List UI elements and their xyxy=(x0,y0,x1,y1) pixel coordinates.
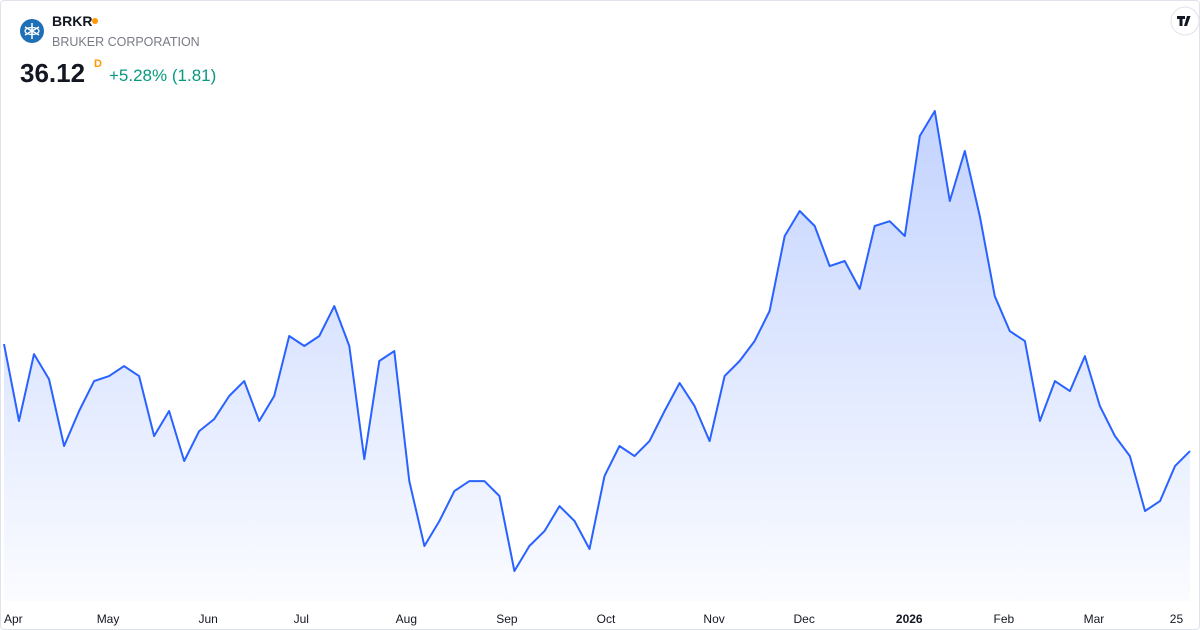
x-tick-label: Aug xyxy=(396,612,417,626)
x-tick-label: Nov xyxy=(703,612,724,626)
interval: D xyxy=(94,58,102,70)
company-name: BRUKER CORPORATION xyxy=(52,35,200,49)
price: 36.12 xyxy=(20,58,85,88)
area-fill xyxy=(4,111,1190,601)
x-tick-label: Apr xyxy=(4,612,23,626)
x-tick-label: Jun xyxy=(198,612,217,626)
tv-logo xyxy=(1170,6,1199,36)
x-tick-label: 25 xyxy=(1170,612,1184,626)
x-tick-label: Jul xyxy=(294,612,309,626)
x-tick-label: Dec xyxy=(794,612,815,626)
x-tick-label: Oct xyxy=(597,612,616,626)
x-tick-label: 2026 xyxy=(896,612,923,626)
x-tick-label: Feb xyxy=(993,612,1014,626)
change: +5.28% (1.81) xyxy=(109,66,216,85)
x-tick-label: May xyxy=(97,612,120,626)
price-line xyxy=(3,110,1191,572)
x-tick-label: Sep xyxy=(496,612,518,626)
status-dot xyxy=(92,18,98,24)
symbol: BRKR xyxy=(52,13,92,29)
logo xyxy=(20,19,44,43)
x-tick-label: Mar xyxy=(1084,612,1105,626)
